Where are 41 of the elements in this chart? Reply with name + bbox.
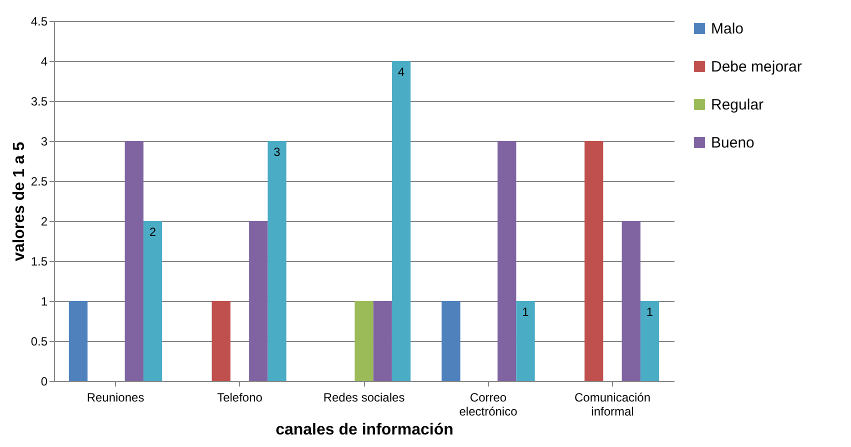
- bar: [354, 301, 374, 381]
- x-tick-label: Telefono: [217, 390, 263, 404]
- y-tick-label: 1: [40, 294, 48, 308]
- bar: [249, 221, 268, 381]
- y-tick-label: 4: [40, 54, 48, 68]
- bar: [584, 141, 604, 381]
- y-tick-label: 3: [40, 134, 48, 148]
- x-tick-label: Redes sociales: [323, 390, 405, 404]
- y-tick-label: 2: [40, 214, 48, 228]
- data-label: 1: [522, 305, 530, 319]
- bar: [68, 301, 88, 381]
- bar: [143, 221, 162, 381]
- y-axis-title: valores de 1 a 5: [10, 142, 28, 262]
- data-label: 3: [274, 145, 281, 159]
- bar: [498, 141, 516, 381]
- bar: [124, 141, 144, 381]
- legend-label: Regular: [711, 96, 764, 114]
- legend-label: Bueno: [711, 134, 754, 152]
- bar: [640, 301, 660, 381]
- bar: [268, 141, 286, 381]
- data-label: 2: [149, 225, 156, 239]
- bar: [373, 301, 392, 381]
- legend-label: Malo: [711, 20, 744, 38]
- y-tick-label: 2.5: [30, 174, 48, 188]
- y-tick-label: 3.5: [30, 94, 48, 108]
- x-tick-label: Comunicación informal: [574, 390, 651, 418]
- y-tick-label: 4.5: [30, 14, 48, 28]
- y-tick-label: 1.5: [30, 254, 48, 268]
- y-tick-label: 0.5: [30, 334, 48, 348]
- data-label: 1: [646, 305, 654, 319]
- x-tick-label: Correo electrónico: [459, 390, 518, 418]
- x-tick-label: Reuniones: [86, 390, 144, 404]
- bar: [622, 221, 640, 381]
- x-axis-title: canales de información: [276, 422, 454, 438]
- bar: [516, 301, 535, 381]
- bar: [392, 61, 411, 381]
- data-label: 4: [398, 65, 405, 79]
- legend-label: Debe mejorar: [711, 58, 802, 76]
- y-tick-label: 0: [40, 374, 48, 388]
- bar: [442, 301, 460, 381]
- bar: [212, 301, 230, 381]
